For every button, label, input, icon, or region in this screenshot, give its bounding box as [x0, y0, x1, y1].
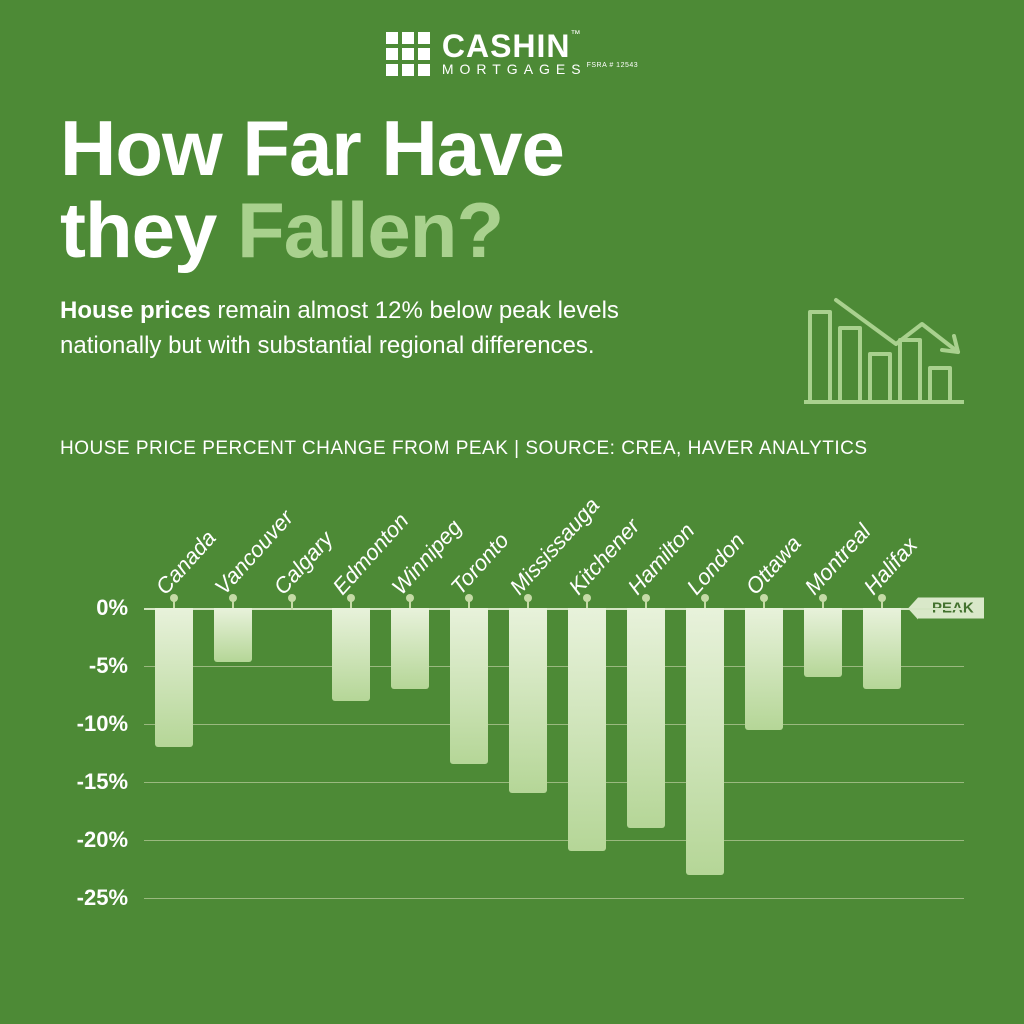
- bar: [627, 608, 665, 828]
- bar: [214, 608, 252, 663]
- source-line: HOUSE PRICE PERCENT CHANGE FROM PEAK | S…: [60, 438, 964, 460]
- logo-brand: CASHIN: [442, 28, 571, 64]
- logo-sub: MORTGAGES: [442, 61, 587, 77]
- bar: [863, 608, 901, 689]
- bar: [450, 608, 488, 765]
- bar: [391, 608, 429, 689]
- category-labels-row: CanadaVancouverCalgaryEdmontonWinnipegTo…: [60, 478, 964, 608]
- bar: [155, 608, 193, 747]
- bar: [804, 608, 842, 678]
- bar: [568, 608, 606, 852]
- infographic-canvas: CASHIN™ MORTGAGES FSRA # 12543 How Far H…: [0, 0, 1024, 1024]
- category-label: Canada: [150, 525, 221, 600]
- gridline: [144, 782, 964, 783]
- bar: [745, 608, 783, 730]
- y-axis-label: -25%: [77, 885, 128, 911]
- y-axis-label: -5%: [89, 653, 128, 679]
- logo-fsra: FSRA # 12543: [587, 62, 639, 69]
- bar: [509, 608, 547, 794]
- logo-grid-icon: [386, 32, 430, 76]
- y-axis-label: -20%: [77, 827, 128, 853]
- logo-text: CASHIN™ MORTGAGES FSRA # 12543: [442, 30, 638, 78]
- y-axis-label: -10%: [77, 711, 128, 737]
- headline: How Far Have they Fallen?: [60, 108, 964, 272]
- bar: [686, 608, 724, 875]
- y-axis-label: -15%: [77, 769, 128, 795]
- chart-plot-area: PEAK 0%-5%-10%-15%-20%-25%: [144, 608, 964, 898]
- y-axis-label: 0%: [96, 595, 128, 621]
- headline-line2: they Fallen?: [60, 190, 964, 272]
- gridline: [144, 724, 964, 725]
- gridline: [144, 840, 964, 841]
- bar: [332, 608, 370, 701]
- headline-line1: How Far Have: [60, 108, 964, 190]
- gridline: [144, 898, 964, 899]
- brand-logo: CASHIN™ MORTGAGES FSRA # 12543: [60, 30, 964, 78]
- bar-chart: CanadaVancouverCalgaryEdmontonWinnipegTo…: [60, 478, 964, 918]
- declining-chart-icon: [804, 294, 964, 404]
- category-label: Ottawa: [741, 531, 807, 600]
- subhead-text: House prices remain almost 12% below pea…: [60, 294, 700, 364]
- subhead-row: House prices remain almost 12% below pea…: [60, 294, 964, 404]
- logo-tm: ™: [571, 29, 581, 40]
